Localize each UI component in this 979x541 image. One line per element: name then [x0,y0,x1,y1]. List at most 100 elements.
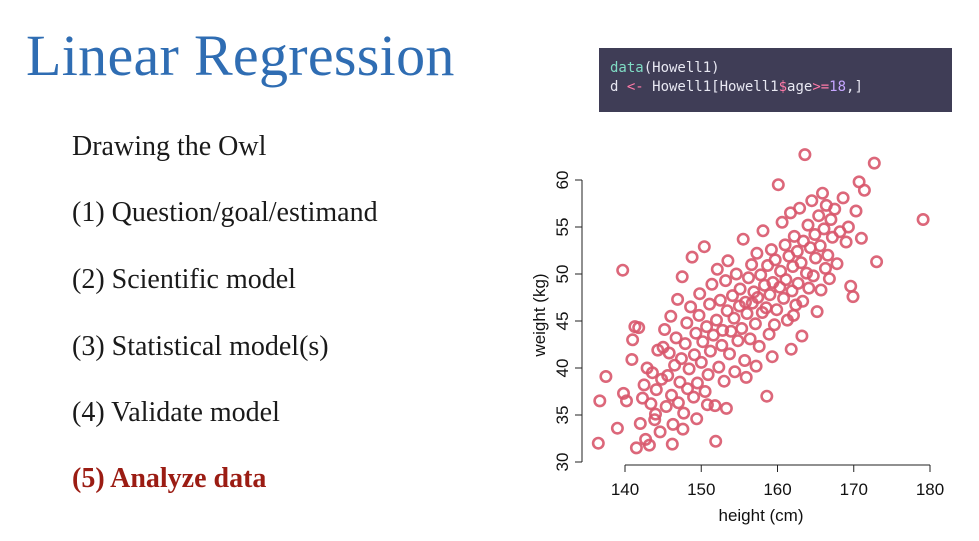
data-point [785,284,799,298]
data-point [796,294,810,308]
step-3: (3) Statistical model(s) [72,331,329,362]
data-point [824,213,838,227]
data-point [669,331,683,345]
data-point [735,321,749,335]
data-point [722,347,736,361]
data-point [767,318,781,332]
data-point [777,291,791,305]
data-point [771,178,785,192]
y-tick-label: 45 [553,312,572,331]
step-intro: Drawing the Owl [72,131,267,162]
data-point [736,232,750,246]
data-point [849,204,863,218]
data-point [675,270,689,284]
data-point [786,308,800,322]
code-line-2: d <- Howell1[Howell1$age>=18,] [610,79,863,95]
data-point [680,316,694,330]
data-point [768,253,782,267]
y-tick-label: 60 [553,171,572,190]
data-point [778,238,792,252]
data-point [637,378,651,392]
data-point [765,350,779,364]
data-point [687,348,701,362]
data-point [692,308,706,322]
data-point [762,327,776,341]
y-tick-label: 40 [553,359,572,378]
data-point [664,388,678,402]
step-5: (5) Analyze data [72,463,267,494]
x-tick-label: 150 [687,480,715,499]
data-point [690,412,704,426]
data-point [626,333,640,347]
code-line-1: data(Howell1) [610,60,720,76]
data-point [721,254,735,268]
data-point [599,369,613,383]
data-point [801,218,815,232]
data-point [799,266,813,280]
data-point [645,366,659,380]
data-point [676,422,690,436]
data-point [818,261,832,275]
data-point [698,384,712,398]
x-axis-label: height (cm) [718,506,803,525]
data-point [684,300,698,314]
data-point [701,368,715,382]
code-block: data(Howell1) d <- Howell1[Howell1$age>=… [599,48,952,112]
data-point [664,309,678,323]
data-point [775,215,789,229]
x-tick-label: 140 [611,480,639,499]
data-point [680,382,694,396]
data-point [632,321,646,335]
data-point [661,368,675,382]
data-point [693,287,707,301]
slide-title: Linear Regression [26,23,455,88]
data-point [715,338,729,352]
data-point [665,437,679,451]
data-point [844,279,858,293]
data-point [720,304,734,318]
data-point [619,394,633,408]
data-point [719,274,733,288]
data-point [673,375,687,389]
data-point [817,222,831,236]
data-point [648,407,662,421]
data-point [733,282,747,296]
data-point [662,346,676,360]
data-point [713,293,727,307]
data-point [716,323,730,337]
data-point [648,413,662,427]
data-point [756,224,770,238]
data-point [867,156,881,170]
data-point [806,269,820,283]
data-point [813,239,827,253]
data-point [728,365,742,379]
data-point [764,243,778,257]
data-point [674,352,688,366]
data-point [779,273,793,287]
data-point [745,258,759,272]
data-point [857,183,871,197]
data-point [739,370,753,384]
data-point [760,389,774,403]
data-point [839,235,853,249]
data-point [700,320,714,334]
data-point [717,374,731,388]
y-tick-label: 55 [553,218,572,237]
data-point [705,277,719,291]
data-point [846,290,860,304]
data-point [810,305,824,319]
data-point [616,386,630,400]
data-point [815,186,829,200]
data-point [709,434,723,448]
data-point [828,202,842,216]
y-tick-label: 30 [553,453,572,472]
data-point [836,191,850,205]
data-point [751,290,765,304]
data-point [696,335,710,349]
data-point [773,280,787,294]
data-point [710,262,724,276]
data-point [653,425,667,439]
data-point [808,228,822,242]
x-tick-label: 160 [763,480,791,499]
data-point [694,355,708,369]
